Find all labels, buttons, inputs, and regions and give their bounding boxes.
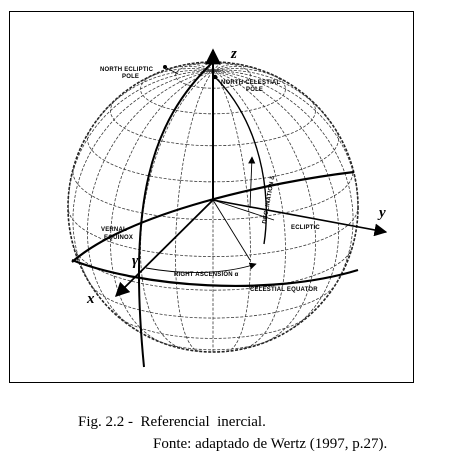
longitude-line xyxy=(212,70,354,298)
longitude-line xyxy=(212,70,358,215)
declination-meridian xyxy=(214,76,267,245)
longitude-line xyxy=(212,70,251,352)
y-axis-label: y xyxy=(377,205,386,221)
longitude-line xyxy=(86,70,214,333)
longitude-line xyxy=(139,68,214,83)
longitude-line xyxy=(212,68,287,83)
gamma-label: γ xyxy=(132,253,139,269)
longitude-line xyxy=(212,65,260,72)
celestial-equator-line xyxy=(71,258,359,287)
vernal-equinox-label-2: EQUINOX xyxy=(104,235,133,241)
longitude-line xyxy=(175,70,214,352)
ecliptic-line xyxy=(71,170,355,263)
latitude-line xyxy=(118,315,309,339)
y-axis xyxy=(212,199,388,237)
latitude-line xyxy=(68,206,358,258)
north-ecliptic-pole-label-2: POLE xyxy=(122,74,139,80)
celestial-sphere-diagram: z y x γ NORTH ECLIPTIC POLE NORTH CELEST… xyxy=(67,46,388,368)
ecliptic-label: ECLIPTIC xyxy=(291,225,320,231)
north-celestial-pole-label-2: POLE xyxy=(246,87,263,93)
declination-arrow xyxy=(248,156,256,209)
right-ascension-arrow xyxy=(145,262,257,273)
latitude-line xyxy=(89,283,336,319)
north-ecliptic-pole-label-1: NORTH ECLIPTIC xyxy=(100,67,154,73)
right-ascension-label: RIGHT ASCENSION α xyxy=(174,272,239,278)
latitude-line xyxy=(73,246,353,291)
longitude-line xyxy=(212,70,286,350)
longitude-line xyxy=(110,70,214,345)
figure-caption: Fig. 2.2 - Referencial inercial. xyxy=(78,414,266,430)
latitude-line xyxy=(175,62,251,89)
figure-frame: z y x γ NORTH ECLIPTIC POLE NORTH CELEST… xyxy=(9,11,414,383)
celestial-equator-label: CELESTIAL EQUATOR xyxy=(250,287,318,293)
longitude-line xyxy=(68,70,214,215)
x-axis-label: x xyxy=(86,291,95,307)
longitude-line xyxy=(212,70,340,333)
vernal-equinox-label-1: VERNAL xyxy=(101,227,127,233)
latitude-line xyxy=(72,167,354,220)
latitude-line xyxy=(86,129,340,183)
longitude-line xyxy=(95,69,214,123)
z-axis-label: z xyxy=(230,46,237,62)
ecliptic-pole-leader xyxy=(164,66,179,75)
figure-source: Fonte: adaptado de Wertz (1997, p.27). xyxy=(153,436,388,452)
vernal-meridian-line xyxy=(137,61,214,368)
north-celestial-pole-dot xyxy=(212,74,218,80)
star-radius-line xyxy=(212,199,275,221)
longitude-line xyxy=(72,70,214,298)
longitude-line xyxy=(212,69,331,123)
longitude-line xyxy=(212,70,316,345)
projection-line xyxy=(212,199,251,261)
sphere-grid xyxy=(68,62,358,352)
longitude-line xyxy=(166,65,214,72)
longitude-line xyxy=(212,63,243,72)
x-axis xyxy=(114,199,214,298)
north-celestial-pole-label-1: NORTH CELESTIAL xyxy=(221,80,280,86)
